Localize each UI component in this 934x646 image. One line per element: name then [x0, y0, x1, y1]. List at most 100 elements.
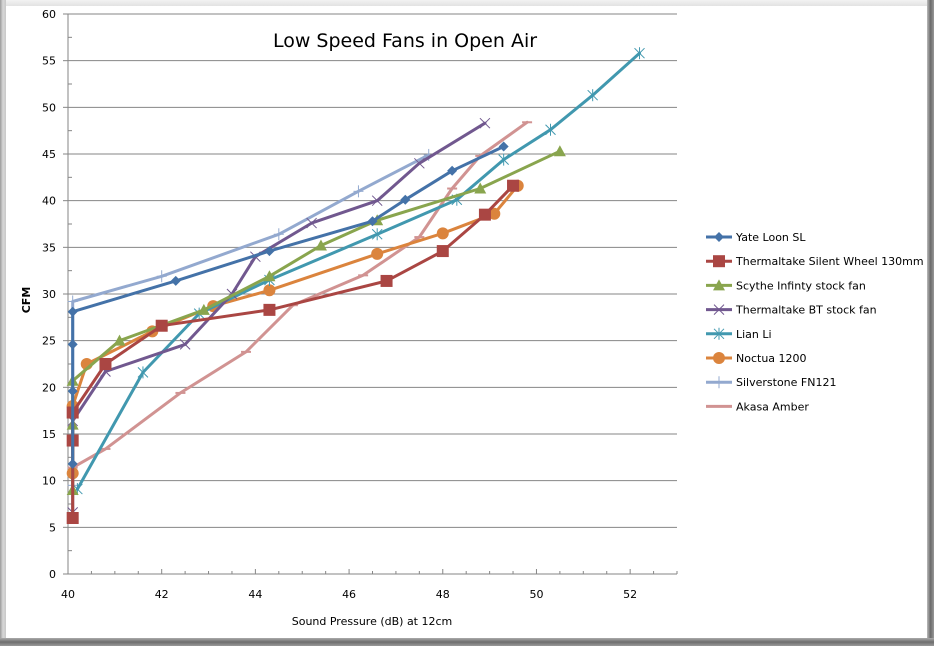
data-point — [474, 182, 487, 194]
legend-marker — [713, 304, 725, 315]
data-point — [545, 123, 556, 136]
data-point — [263, 303, 276, 316]
series-scythe-infinty-stock-fan — [66, 145, 566, 495]
frame-left-border — [0, 0, 6, 646]
y-tick-label: 40 — [42, 195, 56, 208]
triangle-marker-shape — [197, 303, 210, 315]
data-point — [67, 458, 78, 469]
diamond-marker-shape — [498, 141, 509, 152]
triangle-marker-shape — [713, 279, 725, 291]
legend-item: Lian Li — [706, 327, 772, 341]
diamond-marker-shape — [714, 232, 724, 242]
diamond-marker-shape — [367, 216, 378, 227]
x-tick-label: 42 — [155, 588, 169, 601]
y-tick-label: 20 — [42, 381, 56, 394]
legend-item: Noctua 1200 — [706, 352, 807, 365]
chart-title: Low Speed Fans in Open Air — [273, 30, 537, 52]
y-tick-label: 60 — [42, 8, 56, 21]
data-point — [479, 117, 491, 129]
data-point — [67, 295, 78, 308]
series-line — [71, 149, 562, 492]
circle-marker-shape — [371, 247, 384, 260]
y-axis-title: CFM — [20, 287, 33, 314]
y-tick-label: 5 — [49, 521, 56, 534]
legend-label: Akasa Amber — [736, 400, 809, 413]
series-lian-li — [72, 47, 645, 496]
triangle-marker-shape — [474, 182, 487, 194]
x-marker-stroke — [413, 157, 425, 169]
data-point — [179, 339, 191, 350]
y-tick-label: 35 — [42, 241, 56, 254]
frame-bottom-border — [0, 638, 934, 646]
y-tick-label: 55 — [42, 55, 56, 68]
legend-item: Akasa Amber — [706, 400, 809, 413]
series-line — [71, 121, 487, 514]
diamond-marker-shape — [67, 458, 78, 469]
legend-marker — [714, 376, 724, 389]
data-point — [436, 227, 449, 240]
data-point — [263, 284, 276, 297]
circle-marker-shape — [713, 352, 725, 364]
legend-label: Thermaltake BT stock fan — [735, 304, 877, 317]
legend-item: Scythe Infinty stock fan — [706, 279, 866, 292]
square-marker-shape — [507, 179, 520, 192]
y-tick-label: 10 — [42, 475, 56, 488]
legend-item: Silverstone FN121 — [706, 376, 836, 389]
data-point — [436, 245, 449, 258]
data-point — [380, 274, 393, 287]
legend-marker — [713, 352, 725, 364]
legend-label: Scythe Infinty stock fan — [736, 279, 866, 292]
data-point — [478, 208, 491, 221]
data-point — [371, 195, 383, 207]
x-tick-label: 52 — [623, 588, 637, 601]
x-marker-stroke — [479, 117, 491, 129]
diamond-marker-shape — [170, 275, 181, 286]
data-point — [413, 157, 425, 169]
square-marker-shape — [66, 512, 79, 524]
data-point — [498, 153, 510, 166]
x-marker-stroke — [179, 339, 191, 350]
legend-marker — [713, 279, 725, 291]
legend: Yate Loon SL Thermaltake Silent Wheel 130… — [706, 231, 924, 413]
data-point — [507, 179, 520, 192]
data-point — [371, 247, 384, 260]
data-point — [197, 303, 210, 315]
data-point — [170, 275, 181, 286]
series-yate-loon-sl — [67, 141, 509, 469]
data-point — [447, 165, 458, 176]
data-point — [371, 228, 383, 241]
triangle-marker-shape — [263, 270, 276, 282]
square-marker-shape — [713, 255, 725, 268]
diamond-marker-shape — [67, 386, 78, 397]
legend-label: Silverstone FN121 — [736, 376, 836, 389]
data-point — [314, 239, 327, 251]
data-point — [306, 217, 317, 229]
series-line — [71, 145, 506, 466]
legend-label: Lian Li — [736, 328, 772, 341]
data-point — [156, 270, 167, 283]
legend-marker — [713, 255, 725, 268]
data-point — [67, 339, 78, 350]
circle-marker-shape — [488, 207, 501, 220]
data-point — [634, 47, 645, 60]
legend-label: Noctua 1200 — [736, 352, 807, 365]
legend-label: Thermaltake Silent Wheel 130mm — [735, 255, 924, 268]
x-tick-label: 50 — [529, 588, 543, 601]
square-marker-shape — [263, 303, 276, 316]
x-tick-label: 44 — [248, 588, 262, 601]
circle-marker-shape — [436, 227, 449, 240]
data-point — [273, 228, 284, 241]
y-tick-label: 0 — [49, 568, 56, 581]
legend-item: Thermaltake Silent Wheel 130mm — [706, 255, 924, 268]
legend-item: Yate Loon SL — [706, 231, 806, 244]
legend-item: Thermaltake BT stock fan — [706, 304, 877, 317]
frame-top-border — [0, 0, 934, 6]
diamond-marker-shape — [264, 246, 275, 257]
triangle-marker-shape — [553, 145, 566, 157]
series-line — [71, 120, 529, 470]
legend-label: Yate Loon SL — [735, 231, 806, 244]
data-point — [498, 141, 509, 152]
square-marker-shape — [478, 208, 491, 221]
y-tick-label: 25 — [42, 335, 56, 348]
